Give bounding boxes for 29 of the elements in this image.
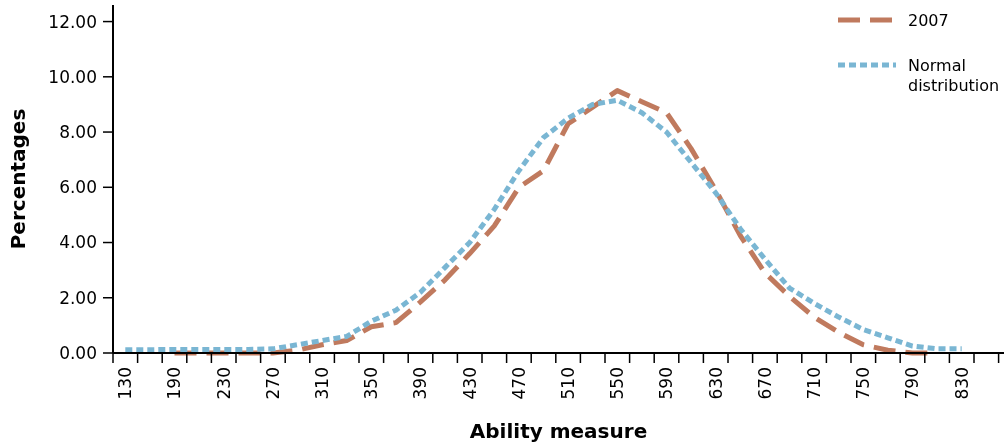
x-tick-label: 590 [656, 367, 677, 400]
x-tick-label: 190 [164, 367, 185, 400]
y-tick-label: 0.00 [59, 342, 97, 363]
x-tick-label: 390 [410, 367, 431, 400]
x-tick-label: 430 [459, 367, 480, 400]
x-tick-label: 750 [853, 367, 874, 400]
legend-label: Normal distribution [908, 55, 1000, 95]
x-axis-title: Ability measure [469, 419, 648, 443]
x-tick-label: 790 [902, 367, 923, 400]
x-tick-label: 670 [754, 367, 775, 400]
x-tick-label: 830 [951, 367, 972, 400]
x-tick-label: 550 [607, 367, 628, 400]
y-tick-label: 6.00 [59, 177, 97, 198]
x-tick-label: 230 [213, 367, 234, 400]
x-tick-label: 710 [804, 367, 825, 400]
y-tick-label: 2.00 [59, 287, 97, 308]
x-tick-label: 270 [262, 367, 283, 400]
x-tick-label: 630 [705, 367, 726, 400]
x-tick-label: 470 [508, 367, 529, 400]
y-tick-label: 8.00 [59, 122, 97, 142]
x-tick-label: 130 [115, 367, 136, 400]
y-tick-label: 12.00 [48, 11, 97, 32]
x-tick-label: 350 [361, 367, 382, 400]
y-axis-title: Percentages [6, 108, 30, 250]
y-tick-label: 10.00 [48, 66, 97, 87]
y-tick-label: 4.00 [59, 232, 97, 253]
x-tick-label: 310 [312, 367, 333, 400]
x-tick-label: 510 [558, 367, 579, 400]
legend-label: 2007 [908, 10, 949, 30]
